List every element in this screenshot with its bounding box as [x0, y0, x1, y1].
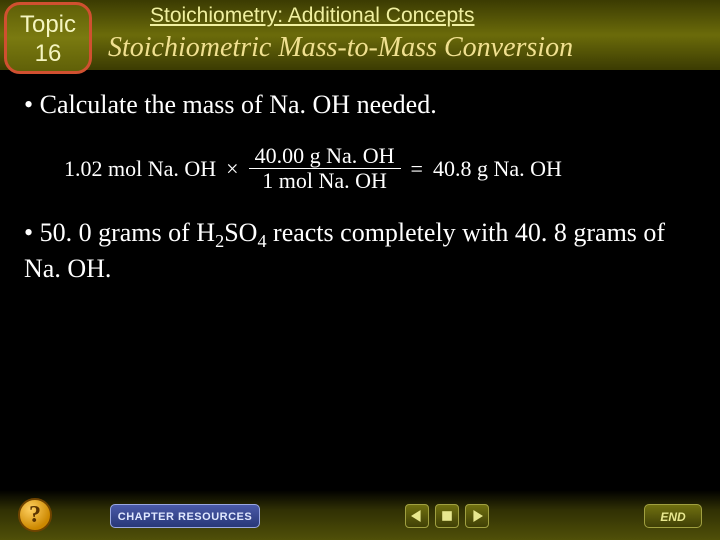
nav-group — [405, 504, 489, 528]
b2-pre: 50. 0 grams of H — [40, 218, 215, 247]
nav-prev-button[interactable] — [405, 504, 429, 528]
bullet-2: • 50. 0 grams of H2SO4 reacts completely… — [24, 217, 696, 285]
eq-equals: = — [411, 156, 423, 182]
b2-mid: SO — [224, 218, 257, 247]
equation: 1.02 mol Na. OH × 40.00 g Na. OH 1 mol N… — [64, 144, 696, 193]
square-icon — [441, 510, 453, 522]
topic-label: Topic — [7, 11, 89, 40]
eq-lhs1: 1.02 mol Na. OH — [64, 156, 216, 182]
triangle-right-icon — [471, 510, 483, 522]
eq-fraction: 40.00 g Na. OH 1 mol Na. OH — [249, 144, 401, 193]
nav-next-button[interactable] — [465, 504, 489, 528]
eq-denominator: 1 mol Na. OH — [256, 169, 393, 193]
eq-rhs: 40.8 g Na. OH — [433, 156, 562, 182]
footer-band — [0, 490, 720, 540]
eq-times: × — [226, 156, 238, 182]
help-button[interactable]: ? — [18, 498, 52, 532]
end-button[interactable]: END — [644, 504, 702, 528]
b2-sub2: 4 — [257, 232, 266, 252]
bullet-1-text: Calculate the mass of Na. OH needed. — [40, 90, 437, 119]
topic-badge: Topic 16 — [4, 2, 92, 74]
header-title: Stoichiometry: Additional Concepts — [150, 4, 475, 28]
chapter-resources-button[interactable]: CHAPTER RESOURCES — [110, 504, 260, 528]
content-area: • Calculate the mass of Na. OH needed. 1… — [24, 90, 696, 286]
triangle-left-icon — [411, 510, 423, 522]
nav-stop-button[interactable] — [435, 504, 459, 528]
subtitle: Stoichiometric Mass-to-Mass Conversion — [108, 32, 573, 64]
topic-number: 16 — [7, 40, 89, 69]
eq-numerator: 40.00 g Na. OH — [249, 144, 401, 169]
bullet-1: • Calculate the mass of Na. OH needed. — [24, 90, 696, 120]
b2-sub1: 2 — [215, 232, 224, 252]
